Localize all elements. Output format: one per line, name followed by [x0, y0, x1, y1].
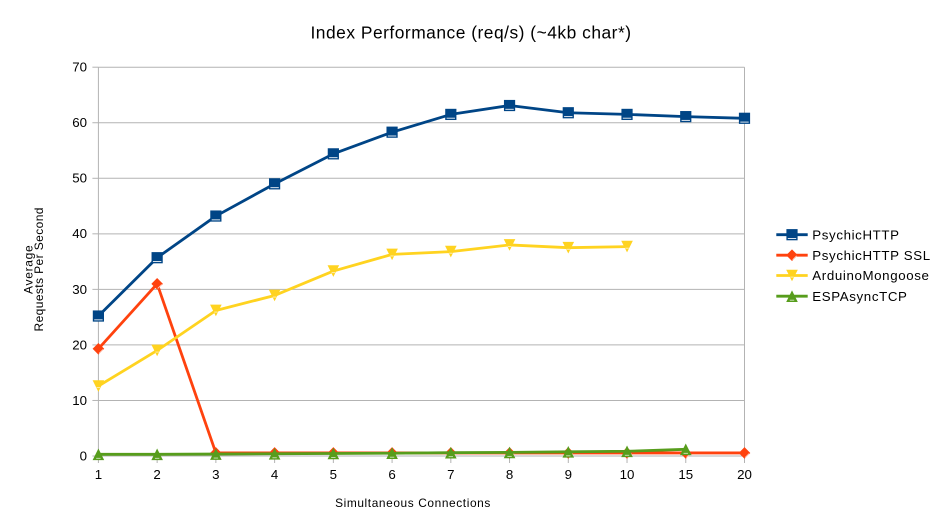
svg-text:20: 20	[737, 467, 752, 482]
svg-text:10: 10	[620, 467, 635, 482]
svg-text:10: 10	[72, 393, 87, 408]
svg-text:30: 30	[72, 282, 87, 297]
svg-text:4: 4	[271, 467, 278, 482]
svg-text:15: 15	[678, 467, 693, 482]
svg-text:20: 20	[72, 337, 87, 352]
svg-text:70: 70	[72, 60, 87, 75]
svg-text:2: 2	[153, 467, 160, 482]
svg-text:1: 1	[95, 467, 102, 482]
svg-text:8: 8	[506, 467, 513, 482]
svg-text:9: 9	[565, 467, 572, 482]
svg-text:PsychicHTTP: PsychicHTTP	[812, 227, 899, 242]
svg-text:6: 6	[388, 467, 395, 482]
svg-text:PsychicHTTP SSL: PsychicHTTP SSL	[812, 248, 930, 263]
svg-text:ArduinoMongoose: ArduinoMongoose	[812, 268, 929, 283]
svg-text:50: 50	[72, 171, 87, 186]
svg-text:Requests Per Second: Requests Per Second	[32, 207, 46, 331]
svg-text:Index Performance (req/s) (~4k: Index Performance (req/s) (~4kb char*)	[310, 23, 631, 43]
svg-text:0: 0	[80, 448, 87, 463]
svg-text:5: 5	[330, 467, 337, 482]
svg-text:Average: Average	[22, 245, 36, 294]
svg-text:Simultaneous Connections: Simultaneous Connections	[335, 496, 491, 510]
svg-text:3: 3	[212, 467, 219, 482]
svg-text:40: 40	[72, 226, 87, 241]
svg-text:ESPAsyncTCP: ESPAsyncTCP	[812, 289, 907, 304]
svg-text:60: 60	[72, 115, 87, 130]
svg-text:7: 7	[447, 467, 454, 482]
